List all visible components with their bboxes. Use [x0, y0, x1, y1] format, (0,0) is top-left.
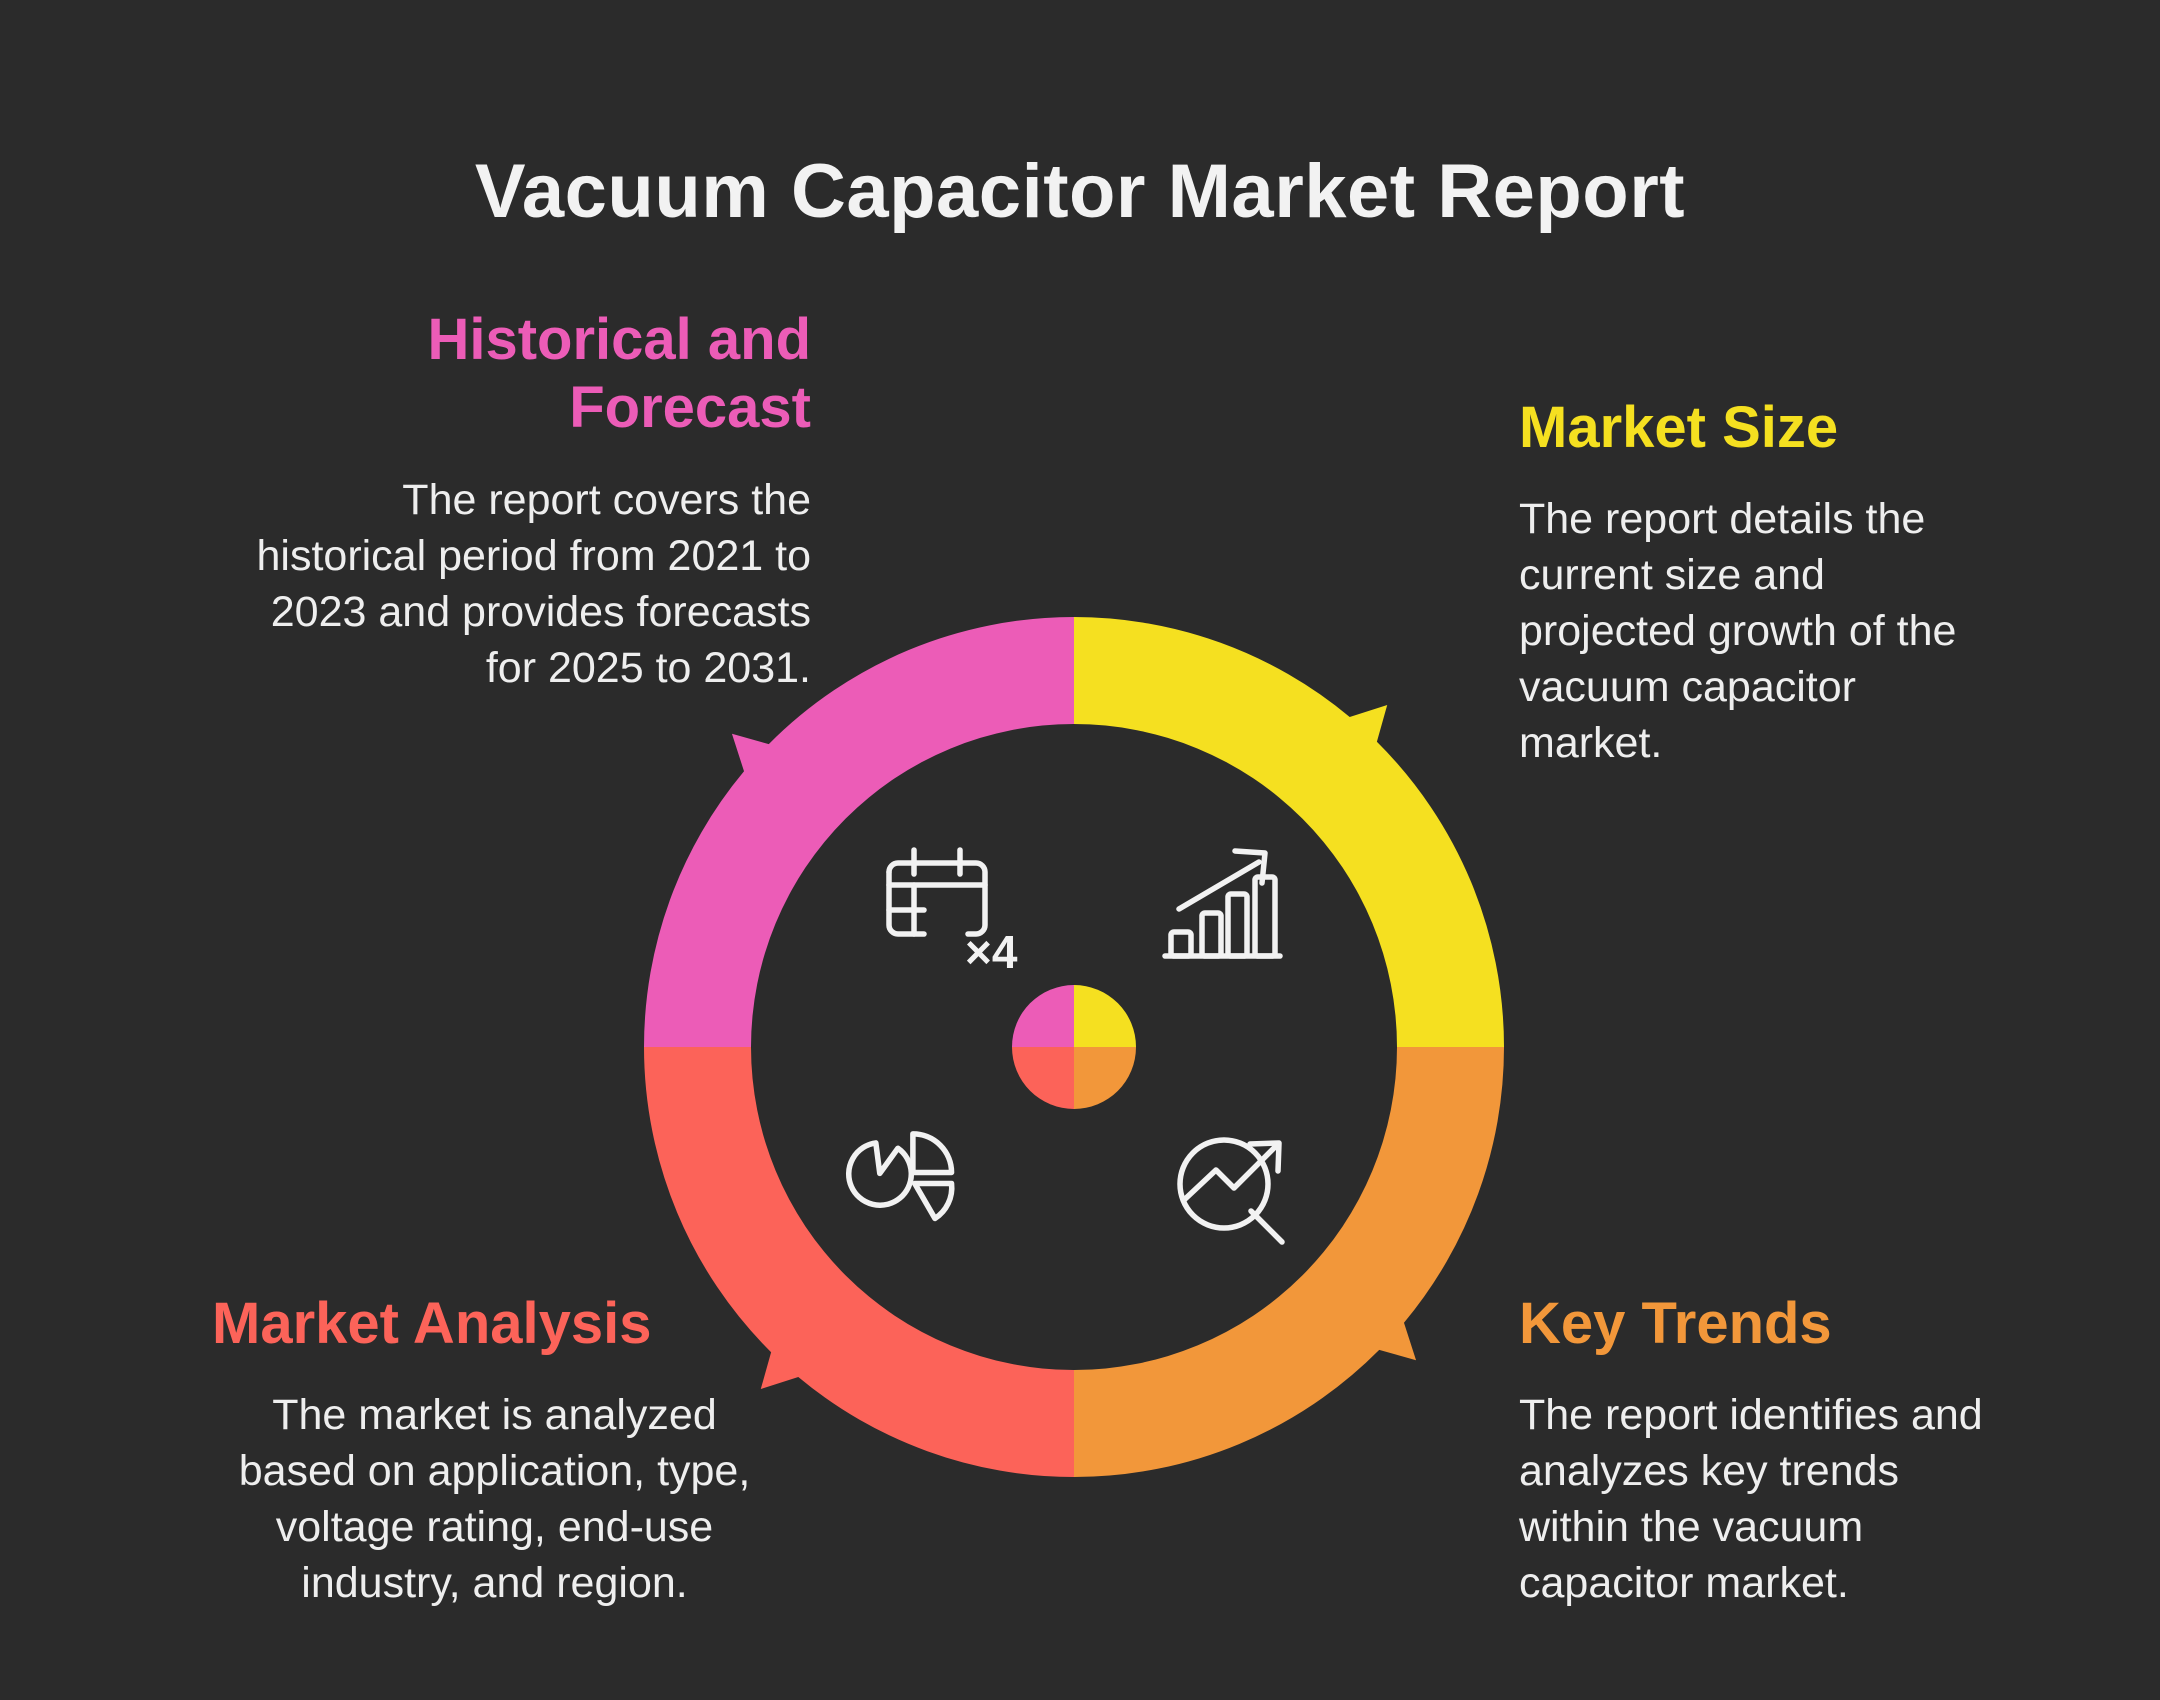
- svg-text:×4: ×4: [965, 926, 1018, 978]
